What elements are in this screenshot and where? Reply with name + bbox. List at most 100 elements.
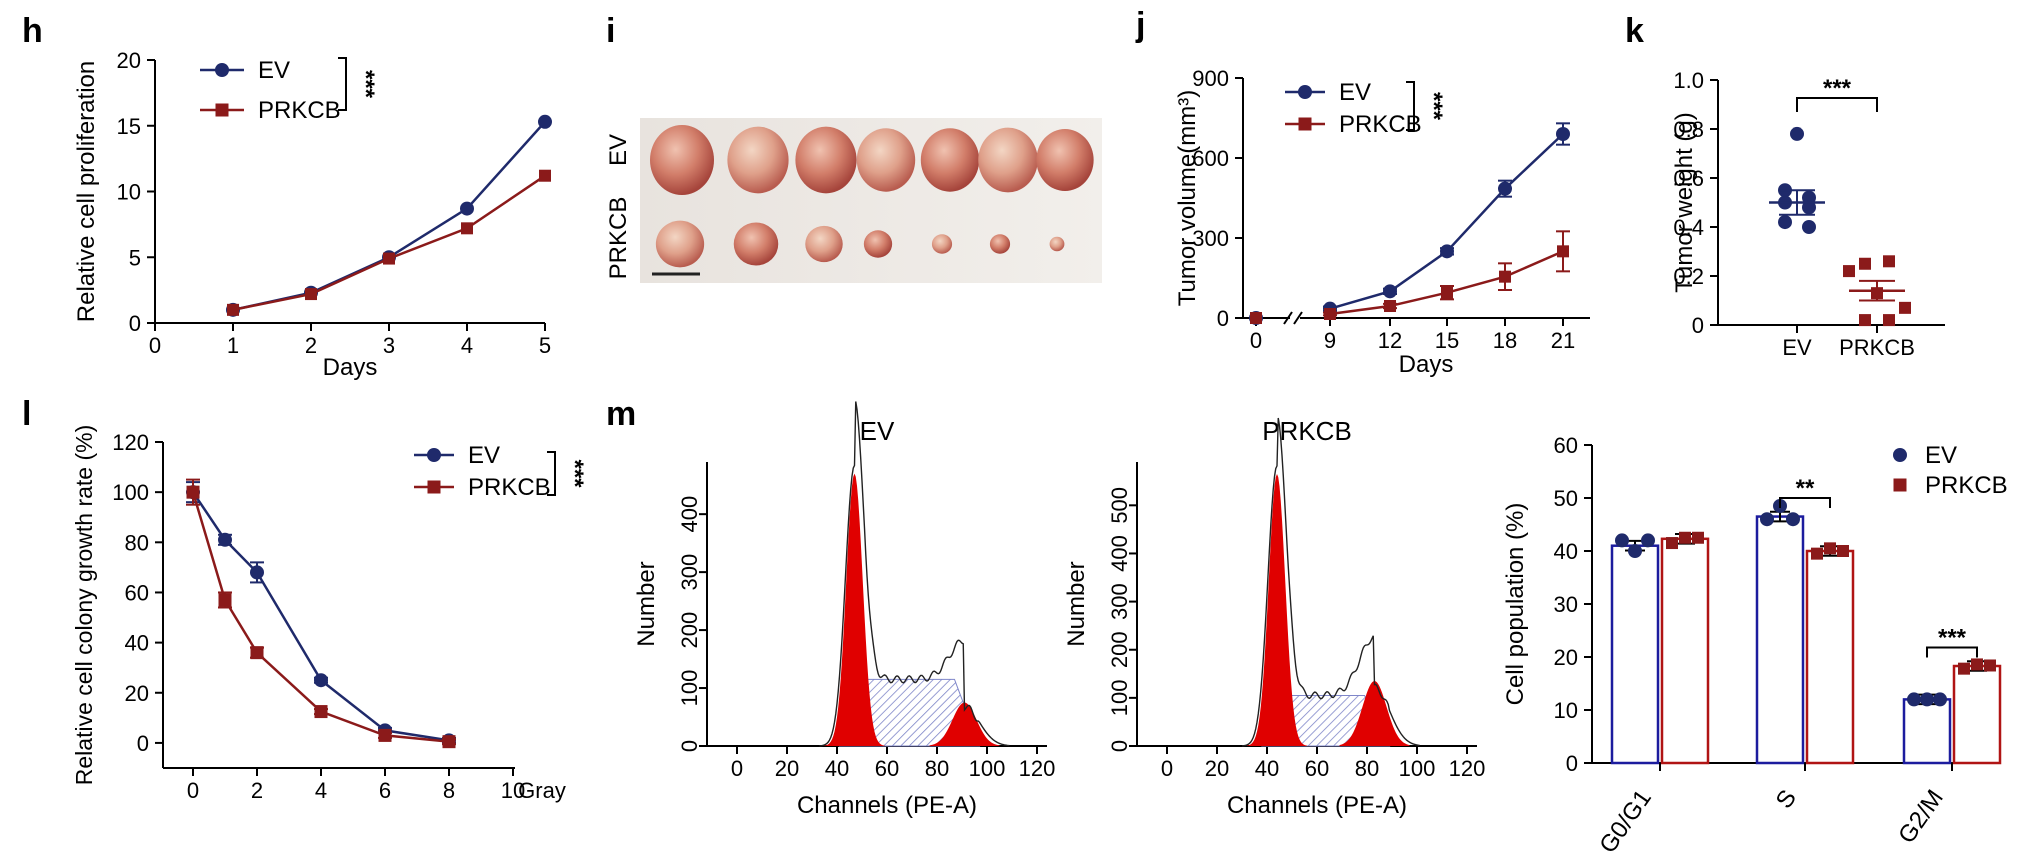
chart-k: 0 0.2 0.4 0.6 0.8 1.0 EV PRKCB Tumor weight (g) *…	[1671, 68, 1945, 360]
x-tick-label: 100	[1399, 756, 1436, 781]
x-tick-label: 9	[1324, 328, 1336, 353]
bar-EV	[1610, 544, 1660, 765]
x-axis-label: Channels (PE-A)	[1227, 792, 1407, 819]
tumor-prkcb	[1049, 236, 1065, 252]
tumor-ev	[795, 126, 857, 194]
histogram-g1-peak	[824, 473, 885, 746]
significance-stars: ***	[1823, 75, 1852, 102]
legend-ev-label: EV	[258, 57, 290, 84]
y-tick-label: 500	[1107, 487, 1132, 524]
panel-label-i: i	[606, 12, 615, 50]
chart-j: 0 300 600 900 0 9 12 15 18 21 Days Tumor volume(mm³…	[1174, 66, 1590, 378]
y-tick-label: 0.8	[1673, 117, 1704, 142]
y-tick-label: 30	[1554, 592, 1578, 617]
y-tick-label: 15	[117, 114, 141, 139]
y-tick-label: 50	[1554, 486, 1578, 511]
y-tick-label: 0	[1217, 306, 1229, 331]
panel-label-h: h	[22, 12, 43, 50]
y-tick-label: 0	[677, 740, 702, 752]
data-point-PRKCB	[1984, 659, 1996, 672]
series-line-PRKCB	[1329, 250, 1564, 316]
data-point-EV	[1786, 512, 1800, 527]
x-tick-label: 1	[227, 333, 239, 358]
data-point-EV	[1628, 544, 1642, 558]
data-point-PRKCB	[383, 252, 395, 265]
y-tick-label: 1.0	[1673, 68, 1704, 93]
histogram-envelope	[819, 401, 1010, 747]
y-tick-label: 120	[112, 430, 149, 455]
x-tick-label: 0	[1161, 756, 1173, 781]
data-point-PRKCB	[1679, 531, 1691, 544]
x-tick-label: 80	[1355, 756, 1379, 781]
tumor-ev	[650, 125, 714, 195]
significance-bracket	[338, 57, 347, 111]
data-point-PRKCB	[1824, 542, 1836, 555]
y-tick-label: 0.2	[1673, 264, 1704, 289]
data-point-EV	[1383, 284, 1397, 299]
legend-ev-marker	[215, 63, 229, 77]
tumor-prkcb	[931, 234, 953, 254]
y-tick-label: 300	[1192, 226, 1229, 251]
histogram-title: PRKCB	[1262, 416, 1352, 446]
data-point-PRKCB	[461, 222, 473, 235]
significance-bracket	[1779, 497, 1831, 508]
significance-stars: ***	[352, 70, 379, 99]
histogram-ev: EV 0 100 200 300 400 0 20 40 60 80 100 120 Channels (…	[633, 401, 1055, 819]
tumor-ev	[1036, 128, 1094, 192]
bar-PRKCB	[1805, 549, 1855, 765]
legend-prkcb-marker	[215, 103, 229, 117]
x-tick-label: 0	[1250, 328, 1262, 353]
data-point-EV	[538, 114, 552, 129]
y-tick-label: 0.4	[1673, 215, 1704, 240]
y-tick-label: 300	[1107, 583, 1132, 620]
y-tick-label: 100	[1107, 680, 1132, 717]
significance-stars: **	[1796, 475, 1815, 502]
x-tick-label: 10	[501, 778, 525, 803]
data-point-prkcb	[1883, 255, 1895, 268]
data-point-EV	[1440, 244, 1454, 259]
tumor-prkcb	[733, 222, 779, 266]
data-point-EV	[1498, 181, 1512, 196]
data-point-PRKCB	[1384, 300, 1396, 312]
y-tick-label: 200	[677, 612, 702, 649]
histogram-prkcb: PRKCB 0 100 200 300 400 500 0 20 40 60 80 100 120 Chan…	[1063, 416, 1485, 819]
x-tick-label: 120	[1019, 756, 1056, 781]
data-point-PRKCB	[1250, 312, 1262, 324]
data-point-PRKCB	[218, 593, 232, 607]
y-tick-label: 0.6	[1673, 166, 1704, 191]
series-line-EV	[232, 120, 546, 312]
y-axis-label: Relative cell proliferation	[73, 61, 100, 322]
data-point-prkcb	[1843, 265, 1855, 278]
y-axis-label: Tumor volume(mm³)	[1174, 90, 1201, 306]
legend-prkcb-label: PRKCB	[1339, 111, 1422, 138]
data-point-EV	[1556, 127, 1570, 141]
y-axis-label: Relative cell colony growth rate (%)	[71, 425, 97, 785]
y-tick-label: 5	[129, 245, 141, 270]
data-point-EV	[218, 532, 232, 547]
series-line-EV	[1329, 133, 1564, 310]
x-tick-label: 20	[1205, 756, 1229, 781]
data-point-prkcb	[1899, 301, 1911, 314]
data-point-PRKCB	[539, 169, 551, 182]
x-axis-label: Days	[1399, 351, 1454, 378]
y-tick-label: 40	[1554, 539, 1578, 564]
y-tick-label: 600	[1192, 146, 1229, 171]
x-tick-label: 3	[383, 333, 395, 358]
data-point-EV	[250, 565, 264, 580]
legend-prkcb-marker	[427, 480, 441, 494]
panel-label-l: l	[22, 395, 31, 433]
x-tick-label: 18	[1493, 328, 1517, 353]
x-tick-label: 8	[443, 778, 455, 803]
x-tick-label: 5	[539, 333, 551, 358]
legend-prkcb-marker	[1298, 117, 1312, 131]
bar-PRKCB	[1952, 664, 2002, 765]
chart-h: 0 5 10 15 20 0 1 2 3 4 5 Days Relative cell prolifer…	[73, 48, 552, 381]
x-tick-label: 4	[461, 333, 473, 358]
tumor-prkcb	[655, 220, 705, 268]
y-tick-label: 200	[1107, 631, 1132, 668]
data-point-PRKCB	[1692, 531, 1704, 544]
y-axis-label: Tumor weight (g)	[1671, 112, 1698, 293]
y-tick-label: 20	[117, 48, 141, 73]
data-point-PRKCB	[1811, 547, 1823, 560]
